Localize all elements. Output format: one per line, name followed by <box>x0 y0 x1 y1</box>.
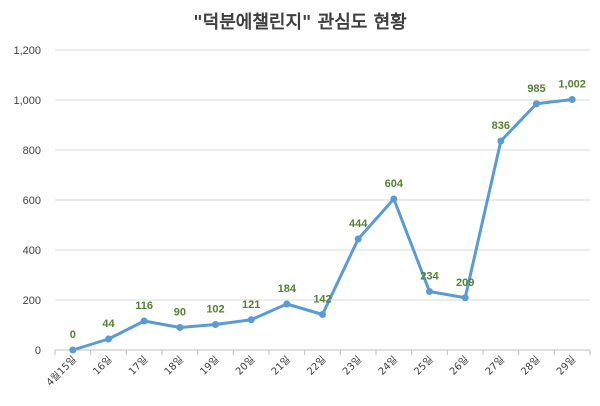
x-tick-label: 18일 <box>162 354 186 378</box>
x-tick-label: 19일 <box>198 354 222 378</box>
data-label: 90 <box>174 307 186 319</box>
data-label: 985 <box>527 83 545 95</box>
x-tick-label: 29일 <box>554 354 578 378</box>
data-point <box>247 316 255 324</box>
data-point <box>212 321 219 328</box>
data-point <box>426 288 433 295</box>
data-point <box>533 100 540 108</box>
y-tick-label: 1,200 <box>13 45 41 57</box>
x-tick-label: 20일 <box>233 354 257 378</box>
data-label: 209 <box>456 277 474 289</box>
y-tick-label: 800 <box>23 145 41 157</box>
x-tick-label: 17일 <box>126 354 150 378</box>
data-point <box>140 317 148 325</box>
data-label: 142 <box>313 294 331 306</box>
x-tick-label: 28일 <box>519 354 543 378</box>
data-label: 121 <box>242 299 260 311</box>
y-tick-label: 600 <box>23 195 41 207</box>
x-tick-label: 21일 <box>269 354 293 378</box>
data-point <box>461 294 469 302</box>
y-tick-label: 200 <box>23 295 41 307</box>
data-point <box>176 324 184 331</box>
data-point <box>354 235 362 243</box>
data-point <box>283 300 291 308</box>
x-tick-label: 16일 <box>91 354 115 378</box>
data-point <box>390 195 398 203</box>
data-label: 0 <box>70 329 76 341</box>
data-label: 836 <box>492 120 510 132</box>
x-tick-label: 26일 <box>447 354 471 378</box>
x-tick-label: 24일 <box>376 354 400 378</box>
chart-title: "덕분에챌린지" 관심도 현황 <box>193 12 407 33</box>
data-label: 1,002 <box>558 79 586 91</box>
data-point <box>568 96 576 103</box>
data-point <box>319 311 326 318</box>
y-tick-label: 400 <box>23 245 41 257</box>
data-label: 116 <box>135 300 153 312</box>
data-label: 604 <box>385 178 404 190</box>
data-label: 184 <box>278 283 297 295</box>
data-point <box>105 335 112 343</box>
x-tick-label: 25일 <box>412 354 436 378</box>
y-tick-label: 0 <box>35 345 41 357</box>
data-point <box>497 137 505 145</box>
data-point <box>69 346 77 354</box>
y-tick-label: 1,000 <box>13 95 41 107</box>
data-label: 102 <box>206 304 224 316</box>
data-label: 234 <box>420 271 439 283</box>
x-tick-label: 23일 <box>340 354 364 378</box>
x-tick-label: 27일 <box>483 354 507 378</box>
data-label: 444 <box>349 218 368 230</box>
x-tick-label: 4월15일 <box>44 354 79 389</box>
x-tick-label: 22일 <box>305 354 329 378</box>
data-label: 44 <box>102 318 115 330</box>
